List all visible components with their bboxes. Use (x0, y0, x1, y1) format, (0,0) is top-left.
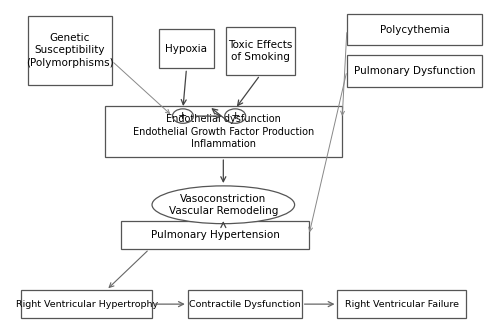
Text: Toxic Effects
of Smoking: Toxic Effects of Smoking (228, 40, 292, 62)
Text: Genetic
Susceptibility
(Polymorphisms): Genetic Susceptibility (Polymorphisms) (26, 33, 114, 68)
Text: Contractile Dysfunction: Contractile Dysfunction (189, 300, 301, 309)
Text: Pulmonary Dysfunction: Pulmonary Dysfunction (354, 66, 475, 76)
Text: Polycythemia: Polycythemia (380, 25, 450, 35)
FancyBboxPatch shape (188, 290, 302, 318)
Text: Pulmonary Hypertension: Pulmonary Hypertension (151, 230, 279, 240)
FancyBboxPatch shape (347, 55, 483, 87)
FancyBboxPatch shape (28, 16, 112, 85)
FancyBboxPatch shape (104, 106, 342, 157)
Text: +: + (231, 111, 240, 121)
Text: +: + (178, 111, 187, 121)
Text: Vasoconstriction
Vascular Remodeling: Vasoconstriction Vascular Remodeling (168, 194, 278, 216)
Text: Endothelial dysfunction
Endothelial Growth Factor Production
Inflammation: Endothelial dysfunction Endothelial Grow… (133, 114, 314, 149)
FancyBboxPatch shape (337, 290, 466, 318)
Text: Right Ventricular Failure: Right Ventricular Failure (344, 300, 459, 309)
FancyBboxPatch shape (347, 14, 483, 45)
Text: Hypoxia: Hypoxia (166, 44, 207, 54)
Text: Right Ventricular Hypertrophy: Right Ventricular Hypertrophy (15, 300, 158, 309)
FancyBboxPatch shape (159, 29, 214, 68)
Ellipse shape (152, 186, 295, 224)
FancyBboxPatch shape (226, 27, 295, 75)
FancyBboxPatch shape (121, 221, 309, 249)
FancyBboxPatch shape (21, 290, 152, 318)
